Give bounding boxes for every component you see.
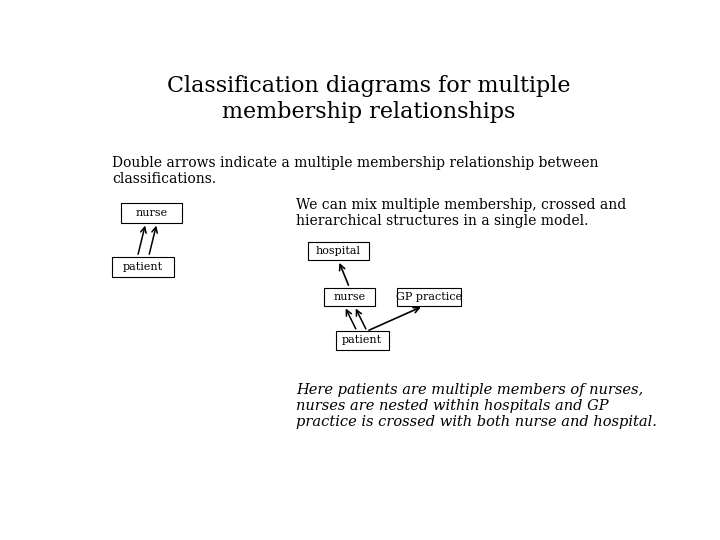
FancyBboxPatch shape (121, 203, 182, 223)
FancyBboxPatch shape (324, 288, 374, 306)
FancyBboxPatch shape (307, 242, 369, 260)
FancyBboxPatch shape (336, 332, 389, 349)
Text: patient: patient (342, 335, 382, 346)
Text: Double arrows indicate a multiple membership relationship between
classification: Double arrows indicate a multiple member… (112, 156, 599, 186)
Text: GP practice: GP practice (396, 292, 462, 302)
Text: Classification diagrams for multiple
membership relationships: Classification diagrams for multiple mem… (167, 75, 571, 123)
Text: nurse: nurse (333, 292, 366, 302)
Text: hospital: hospital (316, 246, 361, 256)
FancyBboxPatch shape (397, 288, 461, 306)
Text: nurse: nurse (135, 208, 168, 218)
Text: patient: patient (123, 262, 163, 272)
Text: Here patients are multiple members of nurses,
nurses are nested within hospitals: Here patients are multiple members of nu… (297, 383, 657, 429)
FancyBboxPatch shape (112, 257, 174, 277)
Text: We can mix multiple membership, crossed and
hierarchical structures in a single : We can mix multiple membership, crossed … (297, 198, 626, 228)
